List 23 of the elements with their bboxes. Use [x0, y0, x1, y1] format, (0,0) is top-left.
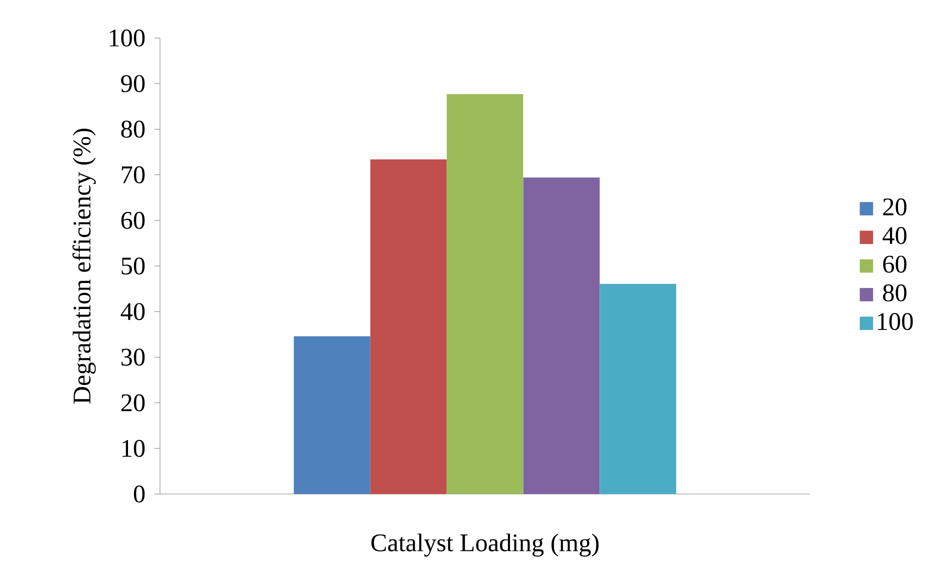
bar [370, 159, 447, 494]
y-tick-label: 30 [121, 348, 145, 366]
legend-label: 20 [883, 198, 906, 216]
y-tick-label: 80 [121, 120, 145, 138]
bar [294, 336, 370, 494]
bar [600, 284, 676, 494]
y-tick-label: 0 [134, 485, 145, 503]
y-tick-label: 40 [120, 303, 145, 320]
legend-label: 80 [883, 284, 906, 302]
y-tick-label: 10 [122, 440, 145, 457]
bar [446, 94, 524, 494]
bar [523, 178, 600, 494]
y-axis-title: Degradation efficiency (%) [72, 128, 96, 404]
y-tick-label: 90 [121, 75, 145, 92]
y-tick-label: 70 [122, 166, 145, 184]
legend-label: 100 [878, 312, 913, 330]
y-tick-label: 20 [121, 394, 145, 412]
y-tick-label: 100 [110, 29, 145, 47]
y-tick-label: 50 [122, 257, 145, 275]
legend-label: 40 [882, 227, 906, 244]
legend-label: 60 [883, 256, 906, 273]
x-axis-title: Catalyst Loading (mg) [371, 534, 599, 557]
y-tick-label: 60 [121, 212, 145, 229]
